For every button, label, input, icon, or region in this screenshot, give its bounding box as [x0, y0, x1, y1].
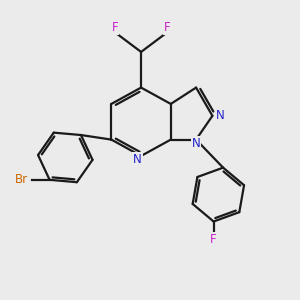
Text: F: F [210, 233, 217, 246]
Text: F: F [164, 21, 170, 34]
Text: N: N [192, 137, 200, 150]
Text: N: N [133, 153, 142, 166]
Text: F: F [112, 21, 119, 34]
Text: Br: Br [15, 173, 28, 186]
Text: N: N [215, 109, 224, 122]
